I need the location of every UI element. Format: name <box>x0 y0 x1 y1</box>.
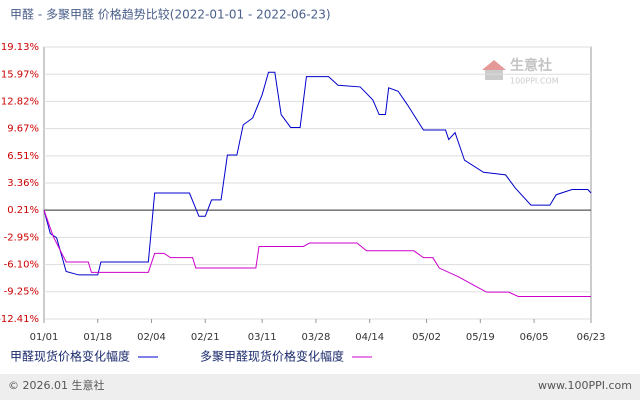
legend-label: 多聚甲醛现货价格变化幅度 <box>200 349 344 364</box>
x-tick-label: 01/01 <box>30 332 59 343</box>
legend-label: 甲醛现货价格变化幅度 <box>10 349 130 364</box>
footer-left: © 2026.01 生意社 <box>8 378 104 392</box>
y-tick-label: -2.95% <box>4 232 39 243</box>
y-tick-label: 12.82% <box>1 96 39 107</box>
watermark-site: 100PPI.COM <box>510 77 559 86</box>
series-line <box>43 71 592 276</box>
x-tick-label: 04/14 <box>355 332 384 343</box>
x-tick-label: 03/11 <box>248 332 277 343</box>
footer-right: www.100PPI.com <box>538 379 632 392</box>
x-tick-label: 05/02 <box>412 332 441 343</box>
x-tick-label: 01/18 <box>83 332 112 343</box>
y-tick-label: 9.67% <box>7 124 39 135</box>
logo-body <box>485 70 503 80</box>
watermark: 生意社 100PPI.COM <box>482 57 559 86</box>
y-tick-label: 3.36% <box>7 178 39 189</box>
y-tick-label: -12.41% <box>0 314 39 325</box>
x-tick-label: 06/23 <box>577 332 606 343</box>
y-tick-label: 6.51% <box>7 151 39 162</box>
x-tick-label: 06/05 <box>520 332 549 343</box>
logo-roof <box>482 60 506 70</box>
series-line <box>43 209 591 297</box>
chart-title: 甲醛 - 多聚甲醛 价格趋势比较(2022-01-01 - 2022-06-23… <box>10 7 331 22</box>
x-tick-label: 05/19 <box>466 332 495 343</box>
x-tick-label: 03/28 <box>302 332 331 343</box>
footer-bar <box>0 374 640 400</box>
x-tick-label: 02/04 <box>137 332 166 343</box>
y-tick-label: 19.13% <box>1 42 39 53</box>
y-tick-label: 15.97% <box>1 69 39 80</box>
x-tick-label: 02/21 <box>191 332 220 343</box>
y-tick-label: -6.10% <box>4 260 39 271</box>
y-tick-label: 0.21% <box>7 205 39 216</box>
y-tick-label: -9.25% <box>4 287 39 298</box>
watermark-name: 生意社 <box>510 57 552 74</box>
